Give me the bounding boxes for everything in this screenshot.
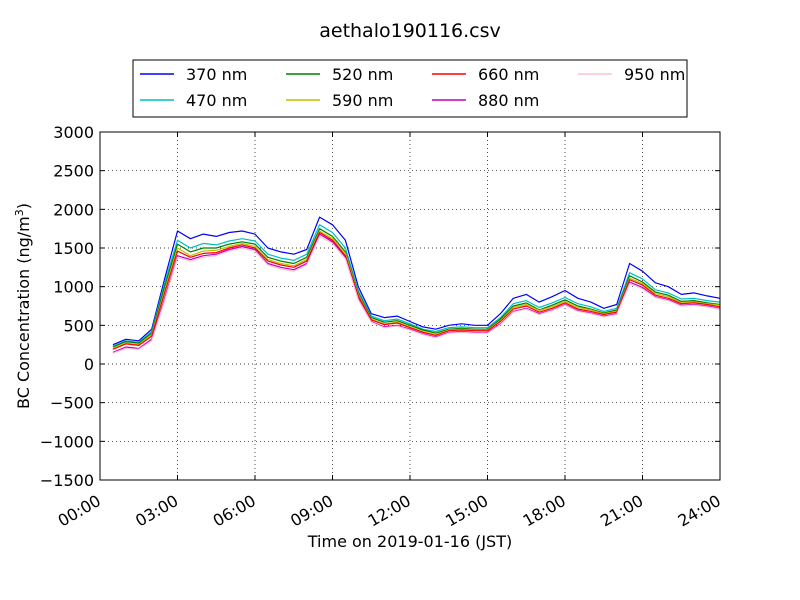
y-tick-label: −1500 xyxy=(40,471,94,490)
legend-label: 590 nm xyxy=(332,91,393,110)
legend-label: 660 nm xyxy=(478,65,539,84)
series-layer xyxy=(112,216,721,354)
x-tick-label: 12:00 xyxy=(365,491,414,531)
y-tick-label: 2500 xyxy=(53,162,94,181)
x-tick-label: 03:00 xyxy=(132,491,181,531)
y-tick-label: −500 xyxy=(50,394,94,413)
x-tick-label: 09:00 xyxy=(287,491,336,531)
x-tick-label: 18:00 xyxy=(520,491,569,531)
legend-label: 370 nm xyxy=(186,65,247,84)
x-tick-label: 00:00 xyxy=(55,491,104,531)
legend-label: 950 nm xyxy=(624,65,685,84)
x-tick-label: 21:00 xyxy=(597,491,646,531)
y-tick-label: −1000 xyxy=(40,432,94,451)
series-line-950-nm xyxy=(112,235,721,354)
chart-title: aethalo190116.csv xyxy=(319,20,501,42)
legend-label: 470 nm xyxy=(186,91,247,110)
series-line-470-nm xyxy=(112,224,721,347)
legend-box xyxy=(132,59,688,118)
series-line-660-nm xyxy=(112,231,721,350)
x-tick-label: 24:00 xyxy=(675,491,724,531)
y-tick-label: 0 xyxy=(84,355,94,374)
x-axis-label: Time on 2019-01-16 (JST) xyxy=(307,532,512,551)
x-tick-label: 15:00 xyxy=(442,491,491,531)
y-tick-label: 2000 xyxy=(53,200,94,219)
legend-label: 520 nm xyxy=(332,65,393,84)
y-tick-label: 500 xyxy=(63,316,94,335)
y-tick-label: 3000 xyxy=(53,123,94,142)
legend: 370 nm 470 nm 520 nm 590 nm 660 nm 880 nm 950 … xyxy=(132,59,688,118)
grid xyxy=(100,132,720,480)
y-tick-label: 1000 xyxy=(53,278,94,297)
series-line-370-nm xyxy=(112,216,721,346)
y-axis-label: BC Concentration (ng/m3) xyxy=(13,203,33,409)
y-tick-label: 1500 xyxy=(53,239,94,258)
legend-label: 880 nm xyxy=(478,91,539,110)
x-tick-label: 06:00 xyxy=(210,491,259,531)
plot-background xyxy=(100,132,720,480)
